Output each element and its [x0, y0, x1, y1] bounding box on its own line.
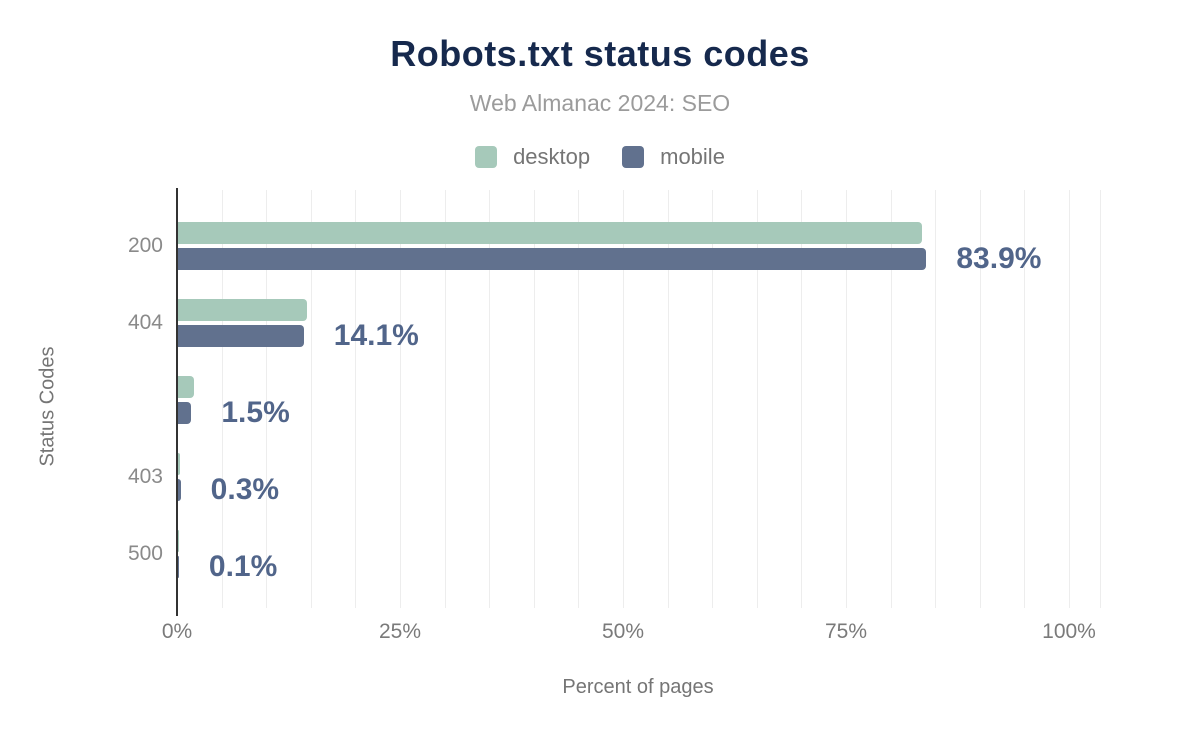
value-label: 0.3%	[210, 473, 280, 506]
gridline	[355, 190, 357, 608]
gridline	[890, 190, 892, 608]
gridline	[623, 190, 624, 608]
gridline	[444, 190, 446, 608]
x-tick-label: 100%	[1042, 620, 1096, 643]
category-label: 500	[127, 542, 163, 565]
bar-mobile-row2[interactable]	[178, 402, 192, 424]
category-label: 200	[127, 234, 163, 257]
x-tick-label: 75%	[824, 620, 868, 643]
value-label: 83.9%	[956, 242, 1042, 275]
bar-desktop-500[interactable]	[178, 530, 179, 552]
gridline	[756, 190, 758, 608]
legend-label-mobile: mobile	[660, 144, 725, 169]
gridline	[801, 190, 803, 608]
legend-item-desktop[interactable]: desktop	[475, 144, 590, 170]
gridline	[712, 190, 714, 608]
gridline	[489, 190, 491, 608]
x-tick-label: 0%	[161, 620, 193, 643]
bar-mobile-404[interactable]	[178, 325, 304, 347]
legend-item-mobile[interactable]: mobile	[622, 144, 725, 170]
category-label: 403	[127, 465, 163, 488]
x-axis-title: Percent of pages	[562, 676, 714, 698]
gridline	[846, 190, 847, 608]
y-axis-title: Status Codes	[36, 346, 59, 467]
x-tick-label: 25%	[378, 620, 422, 643]
value-label: 14.1%	[333, 319, 419, 352]
value-label: 0.1%	[208, 550, 278, 583]
bar-desktop-403[interactable]	[178, 453, 180, 475]
desktop-swatch-icon	[475, 146, 498, 168]
x-tick-label: 50%	[601, 620, 645, 643]
gridline	[979, 190, 981, 608]
gridline	[667, 190, 669, 608]
gridline	[578, 190, 580, 608]
bar-mobile-403[interactable]	[178, 479, 181, 501]
bar-mobile-500[interactable]	[178, 556, 179, 578]
gridline	[310, 190, 312, 608]
category-label: 404	[127, 311, 163, 334]
gridline	[1024, 190, 1026, 608]
chart-subtitle: Web Almanac 2024: SEO	[469, 90, 731, 116]
gridline	[935, 190, 937, 608]
y-axis-line	[176, 188, 178, 616]
plot-right-edge	[1100, 190, 1102, 608]
mobile-swatch-icon	[622, 146, 645, 168]
gridline	[400, 190, 401, 608]
gridline	[221, 190, 223, 608]
legend: desktop mobile	[0, 144, 1200, 170]
gridline	[533, 190, 535, 608]
value-label: 1.5%	[221, 396, 290, 429]
chart-title: Robots.txt status codes	[390, 33, 810, 74]
bar-mobile-200[interactable]	[178, 248, 927, 270]
legend-label-desktop: desktop	[513, 144, 591, 169]
bar-desktop-200[interactable]	[178, 222, 922, 244]
gridline	[266, 190, 268, 608]
gridline	[1069, 190, 1070, 608]
bar-desktop-row2[interactable]	[178, 376, 195, 398]
bar-desktop-404[interactable]	[178, 299, 308, 321]
